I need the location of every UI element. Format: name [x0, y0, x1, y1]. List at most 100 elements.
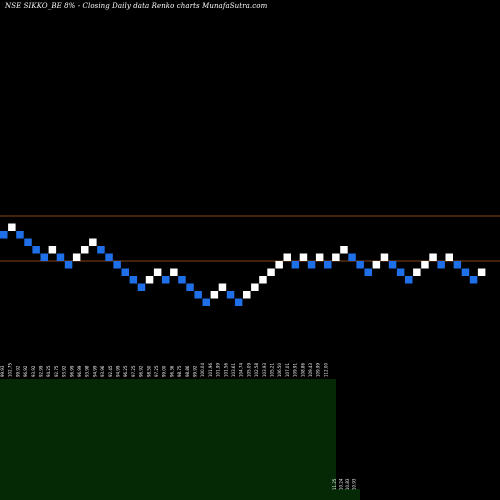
renko-brick-down — [162, 276, 170, 284]
price-label: 112.00 — [323, 363, 328, 377]
renko-brick-down — [0, 231, 8, 239]
renko-brick-down — [405, 276, 413, 284]
renko-brick-down — [97, 246, 105, 254]
renko-brick-down — [186, 283, 194, 291]
renko-brick-up — [243, 291, 251, 299]
renko-brick-down — [388, 261, 397, 269]
renko-brick-up — [380, 253, 389, 261]
price-label: 101.99 — [216, 363, 221, 377]
price-label: 96.92 — [23, 365, 28, 377]
price-label: 109.91 — [293, 363, 298, 377]
renko-brick-up — [251, 283, 259, 291]
renko-brick-up — [210, 291, 219, 299]
renko-brick-down — [226, 291, 235, 299]
renko-brick-down — [32, 246, 40, 254]
price-label: 99.92 — [15, 365, 20, 377]
renko-brick-up — [153, 268, 162, 276]
price-label: 92.75 — [54, 365, 59, 377]
renko-brick-down — [453, 261, 462, 269]
price-label: 103.93 — [262, 363, 267, 377]
price-label: 93.92 — [62, 365, 67, 377]
volume-panel-tail — [336, 489, 360, 500]
price-label: 92.99 — [39, 365, 44, 377]
renko-brick-down — [137, 283, 146, 291]
renko-brick-up — [218, 283, 227, 291]
renko-brick-up — [81, 246, 89, 254]
price-label: 94.99 — [116, 365, 121, 377]
renko-brick-down — [324, 261, 332, 269]
price-label: 101.56 — [223, 363, 228, 377]
renko-brick-up — [48, 246, 57, 254]
renko-brick-down — [121, 268, 129, 276]
renko-brick-down — [469, 276, 478, 284]
price-label: 96.99 — [77, 365, 82, 377]
renko-brick-down — [202, 298, 210, 306]
price-label: 106.50 — [277, 363, 282, 377]
renko-brick-up — [315, 253, 324, 261]
renko-brick-down — [307, 261, 316, 269]
volume-label: 10.83 — [345, 478, 350, 490]
renko-brick-down — [129, 276, 138, 284]
renko-brick-down — [234, 298, 243, 306]
price-label: 97.25 — [131, 365, 136, 377]
renko-brick-down — [40, 253, 48, 261]
renko-brick-up — [429, 253, 437, 261]
renko-brick-up — [275, 261, 283, 269]
renko-brick-down — [396, 268, 405, 276]
price-label: 100.04 — [200, 363, 205, 377]
price-label: 103.61 — [231, 363, 236, 377]
volume-labels: 11.25 10.24 10.83 10.93 — [332, 478, 357, 490]
price-label: 98.50 — [146, 365, 151, 377]
reference-lines — [0, 215, 500, 262]
price-label: 96.92 — [139, 365, 144, 377]
renko-brick-up — [413, 268, 421, 276]
price-label: 101.96 — [208, 363, 213, 377]
renko-brick-up — [267, 268, 275, 276]
renko-brick-down — [348, 253, 356, 261]
price-label: 94.25 — [46, 365, 51, 377]
renko-brick-down — [24, 238, 32, 246]
renko-brick-down — [194, 291, 202, 299]
renko-brick-up — [283, 253, 291, 261]
renko-brick-down — [437, 261, 445, 269]
price-label: 99.00 — [162, 365, 167, 377]
price-label: 105.21 — [270, 363, 275, 377]
price-label: 96.99 — [69, 365, 74, 377]
renko-brick-down — [16, 231, 24, 239]
renko-brick-down — [364, 268, 372, 276]
volume-panel — [0, 379, 336, 500]
price-label: 105.09 — [246, 363, 251, 377]
price-label: 97.25 — [154, 365, 159, 377]
renko-brick-up — [89, 238, 97, 246]
price-label: 109.43 — [308, 363, 313, 377]
renko-brick-up — [259, 276, 267, 284]
renko-bricks — [0, 223, 486, 306]
volume-label: 10.93 — [352, 478, 357, 490]
renko-brick-down — [291, 261, 300, 269]
price-label: 96.36 — [169, 365, 174, 377]
price-label: 104.74 — [239, 363, 244, 377]
renko-brick-up — [299, 253, 308, 261]
price-label: 99.93 — [0, 365, 5, 377]
price-label: 109.99 — [316, 363, 321, 377]
renko-brick-down — [461, 268, 470, 276]
renko-brick-up — [332, 253, 340, 261]
price-label: 102.58 — [254, 363, 259, 377]
renko-brick-up — [8, 223, 16, 231]
price-label: 108.86 — [300, 363, 305, 377]
volume-label: 10.24 — [339, 478, 344, 490]
price-label: 93.96 — [100, 365, 105, 377]
volume-label: 11.25 — [332, 478, 337, 490]
price-label: 102.75 — [8, 363, 13, 377]
price-labels: 99.93 102.75 99.92 96.92 93.92 92.99 94.25 92.7… — [0, 363, 328, 377]
price-label: 93.92 — [31, 365, 36, 377]
renko-brick-down — [64, 261, 73, 269]
renko-brick-up — [372, 261, 381, 269]
renko-brick-up — [477, 268, 486, 276]
price-label: 98.75 — [177, 365, 182, 377]
renko-brick-down — [178, 276, 186, 284]
renko-brick-up — [340, 246, 348, 254]
renko-brick-down — [113, 261, 121, 269]
price-label: 107.01 — [285, 363, 290, 377]
